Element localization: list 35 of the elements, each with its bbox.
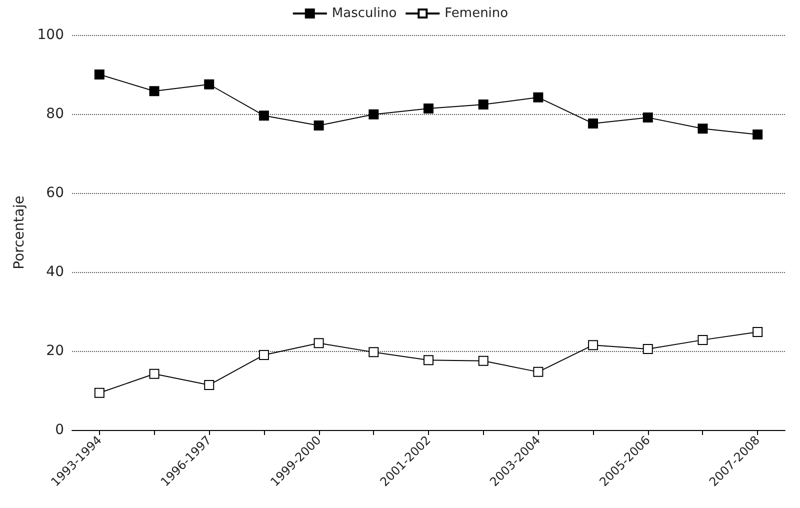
point	[752, 130, 763, 140]
y-tick-label: 20	[46, 343, 64, 359]
point	[533, 366, 544, 377]
point	[424, 355, 434, 366]
point	[258, 110, 269, 121]
point	[314, 120, 324, 130]
y-axis-title: Porcentaje	[11, 196, 28, 270]
point	[258, 350, 269, 360]
point	[698, 124, 708, 134]
y-tick-label: 80	[46, 106, 64, 122]
legend-label: Femenino	[444, 6, 508, 21]
point	[588, 118, 598, 128]
y-tick-label: 40	[46, 264, 64, 280]
point	[752, 327, 763, 338]
point	[478, 356, 488, 366]
point	[424, 103, 434, 114]
point	[478, 100, 488, 110]
point	[204, 380, 214, 390]
point	[533, 92, 544, 102]
point	[642, 112, 653, 123]
point	[149, 368, 160, 379]
y-tick-label: 0	[55, 422, 64, 438]
point	[368, 109, 379, 120]
legend-label: Masculino	[332, 6, 397, 21]
point	[698, 334, 708, 345]
point	[588, 340, 598, 350]
point	[149, 86, 160, 96]
y-tick-label: 60	[46, 185, 64, 201]
point	[642, 344, 653, 354]
point	[368, 347, 379, 358]
point	[94, 388, 104, 398]
point	[314, 338, 324, 348]
point	[204, 79, 214, 90]
point	[94, 70, 104, 80]
y-tick-label: 100	[37, 27, 64, 43]
